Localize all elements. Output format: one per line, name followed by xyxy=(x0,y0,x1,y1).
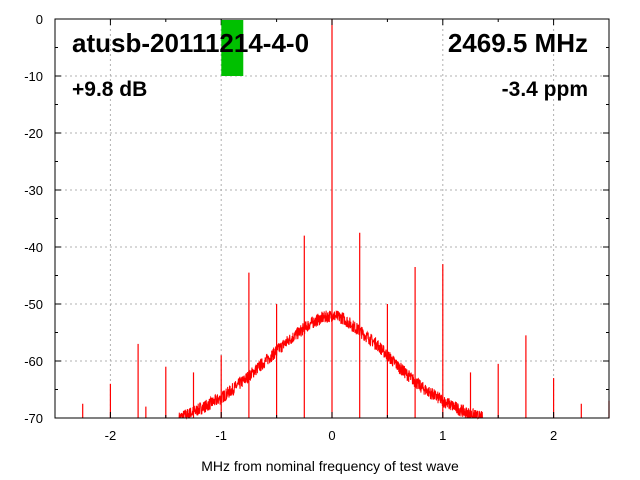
y-tick-label: -50 xyxy=(24,297,43,312)
x-axis-ticks: -2 -1 0 1 2 xyxy=(54,19,610,443)
y-tick-label: -10 xyxy=(24,69,43,84)
level-label: +9.8 dB xyxy=(72,78,147,101)
y-tick-label: -20 xyxy=(24,126,43,141)
x-tick-label: 1 xyxy=(439,428,446,443)
frequency-title: 2469.5 MHz xyxy=(448,28,588,58)
y-tick-label: -60 xyxy=(24,354,43,369)
channel-marker xyxy=(221,20,244,76)
x-tick-label: -2 xyxy=(105,428,117,443)
y-tick-label: -70 xyxy=(24,411,43,426)
noise-floor-line xyxy=(178,310,483,420)
x-tick-label: 2 xyxy=(550,428,557,443)
spur-series xyxy=(82,19,610,418)
offset-label: -3.4 ppm xyxy=(502,78,588,101)
x-axis-label: MHz from nominal frequency of test wave xyxy=(201,458,459,474)
y-axis-ticks: 0 -10 -20 -30 -40 -50 -60 -70 xyxy=(24,12,609,426)
device-title: atusb-20111214-4-0 xyxy=(72,28,309,58)
y-tick-label: -40 xyxy=(24,240,43,255)
x-tick-label: -1 xyxy=(215,428,227,443)
y-tick-label: -30 xyxy=(24,183,43,198)
noise-floor-series xyxy=(178,310,483,420)
x-tick-label: 0 xyxy=(328,428,335,443)
y-tick-label: 0 xyxy=(36,12,43,27)
